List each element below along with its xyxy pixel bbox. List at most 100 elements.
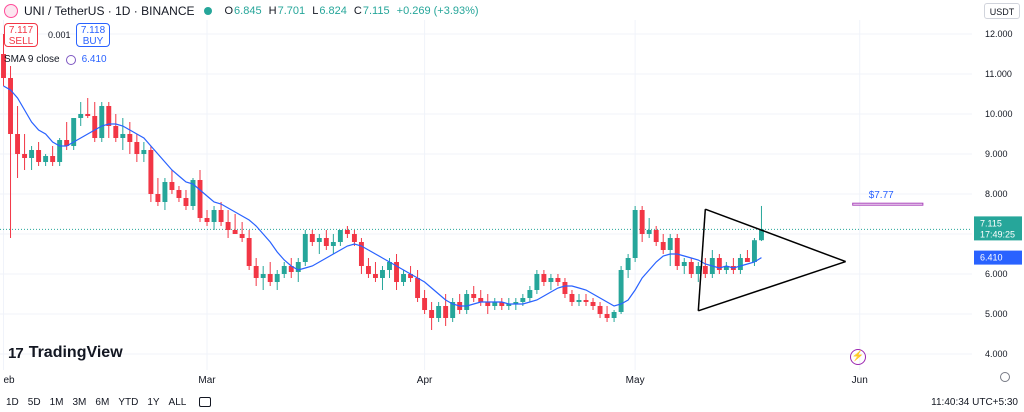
candle-body <box>78 114 84 118</box>
calendar-icon[interactable] <box>199 397 212 407</box>
candle-body <box>141 150 147 154</box>
symbol-title[interactable]: UNI / TetherUS · 1D · BINANCE <box>24 4 195 18</box>
candle-body <box>541 274 547 282</box>
x-tick-label: Apr <box>417 375 433 386</box>
sma-price-badge <box>974 250 1022 265</box>
buy-price: 7.118 <box>80 25 106 36</box>
sma-badge-value: 6.410 <box>980 253 1003 263</box>
candle-body <box>302 234 308 262</box>
candle-body <box>548 278 554 282</box>
candle-body <box>674 238 680 266</box>
candle-body <box>744 258 750 262</box>
sell-button[interactable]: 7.117 SELL <box>4 23 38 47</box>
range-1y-button[interactable]: 1Y <box>147 396 160 408</box>
candle-body <box>330 242 336 246</box>
currency-selector[interactable]: USDT <box>984 3 1020 19</box>
candle-body <box>57 140 63 162</box>
tradingview-logo[interactable]: 17 TradingView <box>8 344 123 362</box>
open-value: 6.845 <box>234 5 262 17</box>
flash-icon[interactable]: ⚡ <box>850 349 866 365</box>
range-3m-button[interactable]: 3M <box>72 396 87 408</box>
candle-body <box>71 118 77 146</box>
candle-body <box>408 274 414 278</box>
tradingview-logo-mark: 17 <box>8 344 24 362</box>
sma-value: 6.410 <box>81 54 107 65</box>
sma-legend[interactable]: SMA 9 close 6.410 <box>4 54 107 65</box>
high-label: H <box>268 5 277 17</box>
candle-body <box>611 312 617 318</box>
tradingview-logo-text: TradingView <box>28 344 123 361</box>
x-tick-label: Mar <box>198 375 216 386</box>
candle-body <box>85 114 91 116</box>
buy-button[interactable]: 7.118 BUY <box>76 23 110 47</box>
clock-readout[interactable]: 11:40:34 UTC+5:30 <box>931 397 1018 408</box>
candle-body <box>632 210 638 258</box>
candle-body <box>506 304 512 306</box>
candle-body <box>50 156 56 162</box>
candle-body <box>646 230 652 234</box>
triangle-pattern-line <box>697 209 707 311</box>
x-tick-label: May <box>626 375 645 386</box>
triangle-pattern-line <box>705 208 846 263</box>
candle-body <box>92 116 98 138</box>
candle-body <box>8 78 13 134</box>
candle-body <box>492 302 498 306</box>
range-6m-button[interactable]: 6M <box>95 396 110 408</box>
sma-visibility-icon[interactable] <box>65 54 76 65</box>
candle-body <box>155 194 161 202</box>
candle-body <box>429 310 435 318</box>
y-tick-label: 4.000 <box>985 349 1008 359</box>
target-label: $7.77 <box>869 190 894 201</box>
candle-body <box>667 238 673 250</box>
candle-body <box>344 230 350 234</box>
candle-body <box>358 242 364 266</box>
candle-body <box>485 302 491 306</box>
high-value: 7.701 <box>277 5 306 17</box>
candle-body <box>197 180 203 218</box>
candle-body <box>113 126 119 138</box>
settings-gear-icon[interactable] <box>1000 372 1010 382</box>
candle-body <box>295 262 301 272</box>
change-value: +0.269 (+3.93%) <box>396 5 479 17</box>
range-5d-button[interactable]: 5D <box>27 396 41 408</box>
candle-body <box>653 230 659 242</box>
candle-body <box>225 222 231 230</box>
candle-body <box>737 258 743 270</box>
candle-body <box>316 238 322 242</box>
candle-body <box>267 274 273 282</box>
candle-body <box>36 150 42 162</box>
candle-body <box>513 302 519 304</box>
close-value: 7.115 <box>362 5 390 17</box>
market-open-dot-icon <box>204 7 213 15</box>
range-all-button[interactable]: ALL <box>168 396 187 408</box>
candle-body <box>576 300 582 302</box>
candle-body <box>751 240 757 262</box>
triangle-pattern-line <box>698 260 846 312</box>
candle-body <box>204 218 210 222</box>
range-ytd-button[interactable]: YTD <box>118 396 139 408</box>
y-tick-label: 5.000 <box>985 309 1008 319</box>
y-tick-label: 10.000 <box>985 109 1013 119</box>
candle-body <box>394 262 399 282</box>
sma-label: SMA 9 close <box>4 54 60 65</box>
buy-label: BUY <box>82 36 104 47</box>
candle-body <box>759 229 764 241</box>
candle-body <box>134 142 140 154</box>
open-label: O <box>224 5 234 17</box>
sell-label: SELL <box>8 36 34 47</box>
candle-body <box>106 106 112 126</box>
candle-body <box>281 266 287 274</box>
candle-body <box>415 278 421 298</box>
candle-body <box>478 298 484 302</box>
last-price-badge <box>974 216 1022 241</box>
uni-token-icon <box>4 4 18 18</box>
candle-body <box>274 274 280 282</box>
candle-body <box>239 234 245 238</box>
range-1d-button[interactable]: 1D <box>6 396 19 408</box>
range-1m-button[interactable]: 1M <box>49 396 64 408</box>
candle-body <box>695 266 701 274</box>
range-toolbar: 1D 5D 1M 3M 6M YTD 1Y ALL <box>0 392 1024 412</box>
candle-body <box>29 150 35 158</box>
candle-body <box>64 140 70 146</box>
